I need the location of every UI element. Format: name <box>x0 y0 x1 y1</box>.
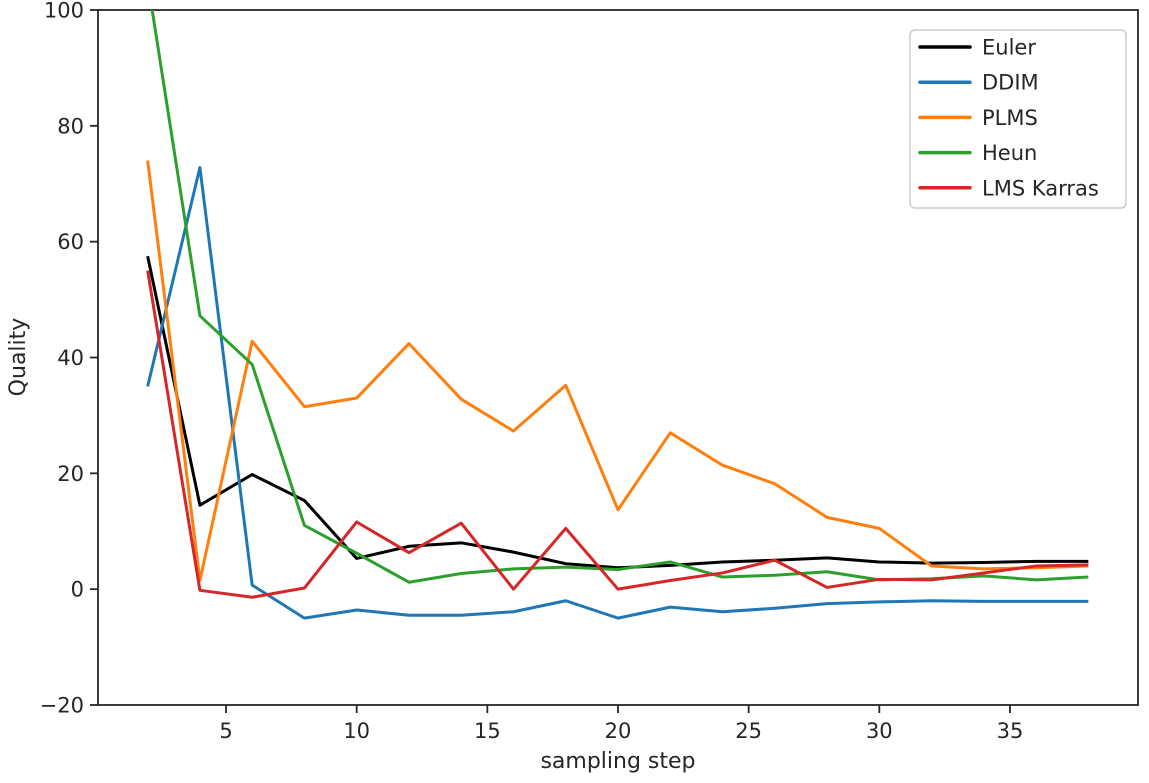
y-tick-label: 0 <box>71 578 84 602</box>
series-line-lms-karras <box>146 270 1089 599</box>
x-tick-label: 20 <box>605 719 632 743</box>
series-line-ddim <box>146 166 1089 620</box>
x-tick-label: 25 <box>735 719 762 743</box>
series-line-euler <box>146 255 1089 570</box>
legend-entry-plms: PLMS <box>918 106 1038 130</box>
legend-entry-label: Heun <box>982 141 1037 165</box>
series-lines <box>146 10 1089 620</box>
y-tick-label: −20 <box>40 694 84 718</box>
y-tick-label: 40 <box>57 346 84 370</box>
x-tick-label: 30 <box>866 719 893 743</box>
axes: 5 10 15 20 25 30 35 −20 0 20 40 60 80 100 <box>40 0 1139 743</box>
x-axis-label: sampling step <box>540 749 695 774</box>
x-tick-label: 15 <box>474 719 501 743</box>
series-line-plms <box>146 160 1089 582</box>
y-axis-label: Quality <box>6 318 31 397</box>
y-tick-label: 60 <box>57 230 84 254</box>
legend-entry-heun: Heun <box>918 141 1037 165</box>
legend-entry-label: PLMS <box>982 106 1038 130</box>
legend: Euler DDIM PLMS Heun LMS Karras <box>909 29 1127 209</box>
legend-entry-ddim: DDIM <box>918 71 1039 95</box>
x-tick-label: 10 <box>343 719 370 743</box>
legend-entry-label: Euler <box>982 36 1036 60</box>
x-tick-label: 5 <box>219 719 232 743</box>
x-tick-label: 35 <box>997 719 1024 743</box>
y-tick-label: 100 <box>44 0 84 23</box>
legend-box <box>909 29 1127 209</box>
y-tick-label: 80 <box>57 114 84 138</box>
legend-entry-euler: Euler <box>918 36 1036 60</box>
legend-entry-lms-karras: LMS Karras <box>918 176 1099 200</box>
y-tick-label: 20 <box>57 462 84 486</box>
legend-entry-label: DDIM <box>982 71 1039 95</box>
legend-entry-label: LMS Karras <box>982 176 1099 200</box>
